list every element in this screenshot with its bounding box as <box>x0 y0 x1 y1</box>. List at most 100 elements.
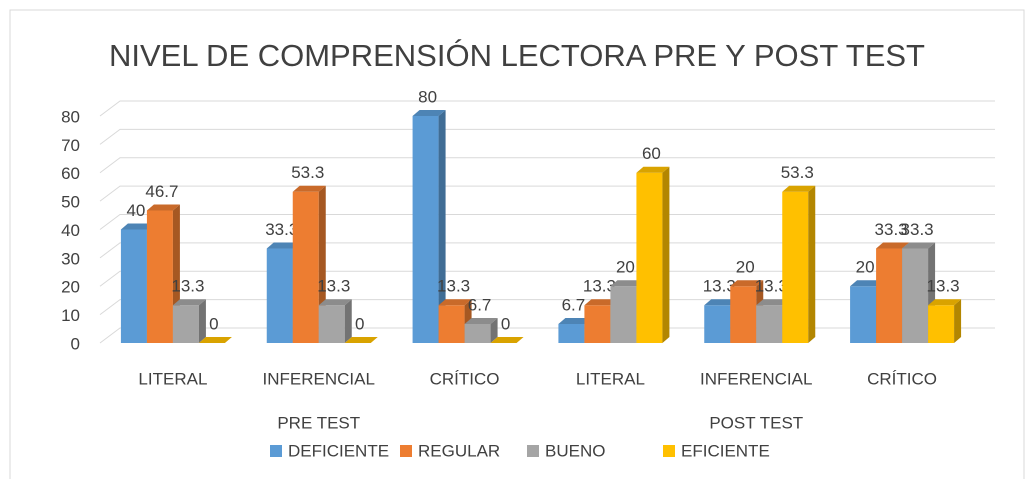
bar-front <box>438 305 465 343</box>
data-label: 6.7 <box>562 295 586 314</box>
data-label: 60 <box>642 144 661 163</box>
data-label: 0 <box>501 314 510 333</box>
bar-front <box>292 191 319 343</box>
data-label: 40 <box>126 201 145 220</box>
grid-line <box>99 242 995 259</box>
bar-top <box>438 299 472 306</box>
bar <box>412 110 446 343</box>
bar <box>464 317 498 343</box>
grid-line <box>99 327 995 344</box>
grid-line <box>99 157 995 174</box>
y-tick-label: 20 <box>61 278 80 297</box>
bar-front <box>704 305 731 343</box>
bar-front <box>756 305 783 343</box>
bar-top <box>756 299 790 306</box>
group-label: POST TEST <box>709 413 803 432</box>
data-label: 33.3 <box>875 220 908 239</box>
bar-top <box>902 242 936 249</box>
y-tick-label: 0 <box>71 334 80 353</box>
data-label: 13.3 <box>317 277 350 296</box>
y-tick-label: 60 <box>61 164 80 183</box>
bar-top <box>198 337 232 343</box>
legend-label: DEFICIENTE <box>288 441 389 460</box>
grid-line <box>99 185 995 202</box>
data-label: 33.3 <box>265 220 298 239</box>
data-label: 80 <box>418 87 437 106</box>
bar-front <box>146 210 173 343</box>
data-label: 6.7 <box>468 295 492 314</box>
legend-swatch <box>663 445 675 457</box>
x-tick-label: INFERENCIAL <box>263 369 375 388</box>
data-label: 53.3 <box>291 163 324 182</box>
legend-label: REGULAR <box>418 441 500 460</box>
data-label: 13.3 <box>171 277 204 296</box>
x-tick-label: LITERAL <box>138 369 207 388</box>
bar-front <box>266 248 293 343</box>
bar <box>146 204 180 343</box>
grid-line <box>99 270 995 287</box>
bar <box>490 337 524 343</box>
data-label: 13.3 <box>437 277 470 296</box>
bar-top <box>172 299 206 306</box>
bar-top <box>464 317 498 324</box>
data-label: 53.3 <box>781 163 814 182</box>
grid-line <box>99 128 995 145</box>
bar-front <box>412 116 439 343</box>
bar-side <box>490 317 498 343</box>
bar-top <box>344 337 378 343</box>
bar-top <box>610 280 644 287</box>
bar <box>928 299 962 343</box>
bar <box>584 299 618 343</box>
bar-top <box>146 204 180 211</box>
bar <box>198 337 232 343</box>
bar-front <box>730 286 757 343</box>
data-label: 0 <box>209 314 218 333</box>
bar-top <box>876 242 910 249</box>
legend-swatch <box>400 445 412 457</box>
data-label: 13.3 <box>927 277 960 296</box>
y-tick-label: 50 <box>61 193 80 212</box>
y-tick-label: 80 <box>61 107 80 126</box>
bar <box>782 185 816 343</box>
x-tick-label: LITERAL <box>576 369 645 388</box>
bar-top <box>782 185 816 192</box>
bar <box>292 185 326 343</box>
bar-top <box>318 299 352 306</box>
bar-front <box>558 323 585 343</box>
bar-side <box>662 166 670 343</box>
legend-swatch <box>527 445 539 457</box>
bar-front <box>610 286 637 343</box>
bar-top <box>266 242 300 249</box>
grid-line <box>99 214 995 230</box>
bar <box>344 337 378 343</box>
x-tick-label: INFERENCIAL <box>700 369 812 388</box>
y-tick-label: 40 <box>61 221 80 240</box>
bar <box>318 299 352 343</box>
bar-front <box>636 172 663 343</box>
bar-front <box>850 286 877 343</box>
data-label: 20 <box>616 258 635 277</box>
data-label: 13.3 <box>755 277 788 296</box>
grid-line <box>99 299 995 316</box>
bar <box>172 299 206 343</box>
bar <box>636 166 670 343</box>
bar-front <box>782 191 809 343</box>
data-label: 13.3 <box>583 277 616 296</box>
bar-top <box>850 280 884 287</box>
bar-side <box>808 185 816 343</box>
bar-side <box>438 110 446 343</box>
bar-front <box>172 305 199 343</box>
y-tick-label: 10 <box>61 306 80 325</box>
bar-front <box>464 323 491 343</box>
legend-swatch <box>270 445 282 457</box>
bar-top <box>730 280 764 287</box>
data-label: 20 <box>736 258 755 277</box>
bar-top <box>704 299 738 306</box>
data-label: 13.3 <box>703 277 736 296</box>
bar-side <box>344 299 352 343</box>
bar-top <box>584 299 618 306</box>
bar-top <box>558 317 592 324</box>
group-label: PRE TEST <box>277 413 360 432</box>
bar-top <box>490 337 524 343</box>
bar-front <box>876 248 903 343</box>
